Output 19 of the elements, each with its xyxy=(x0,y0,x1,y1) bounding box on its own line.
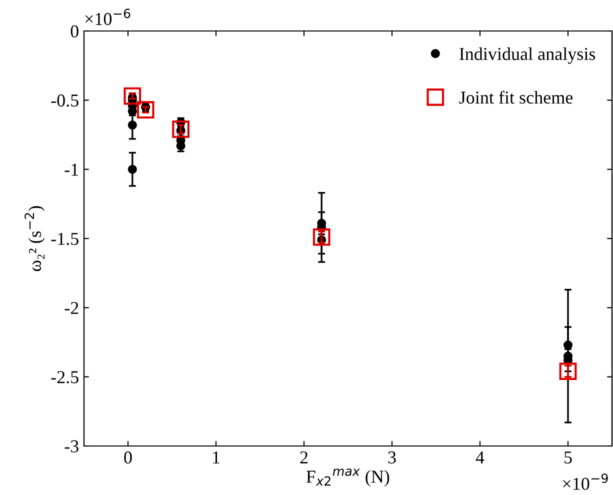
y-axis-title: ω₂² (s$^{−2}$) xyxy=(24,206,45,272)
text: ×10$^{−9}$ xyxy=(563,473,608,490)
x-axis-title: F$_{x2}$$^{max}$ (N) xyxy=(306,468,390,486)
legend-label: Joint fit scheme xyxy=(459,90,573,104)
x-tick-label: 5 xyxy=(564,452,572,464)
y-tick-label: -1.5 xyxy=(51,232,78,246)
text: ×10$^{−6}$ xyxy=(85,8,130,26)
y-tick-label: -2.5 xyxy=(51,371,78,384)
x-tick-label: 0 xyxy=(124,451,132,464)
x-tick-label: 3 xyxy=(388,451,396,464)
legend-label: Individual analysis xyxy=(460,47,596,64)
y-tick-label: -1 xyxy=(64,164,78,176)
y-tick-label: -0.5 xyxy=(51,94,78,107)
x-tick-label: 4 xyxy=(476,452,484,464)
y-tick-label: -3 xyxy=(64,440,78,452)
x-tick-label: 1 xyxy=(213,451,220,464)
y-tick-label: -2 xyxy=(64,302,78,314)
y-tick-label: 0 xyxy=(70,25,78,38)
x-tick-label: 2 xyxy=(300,451,308,464)
